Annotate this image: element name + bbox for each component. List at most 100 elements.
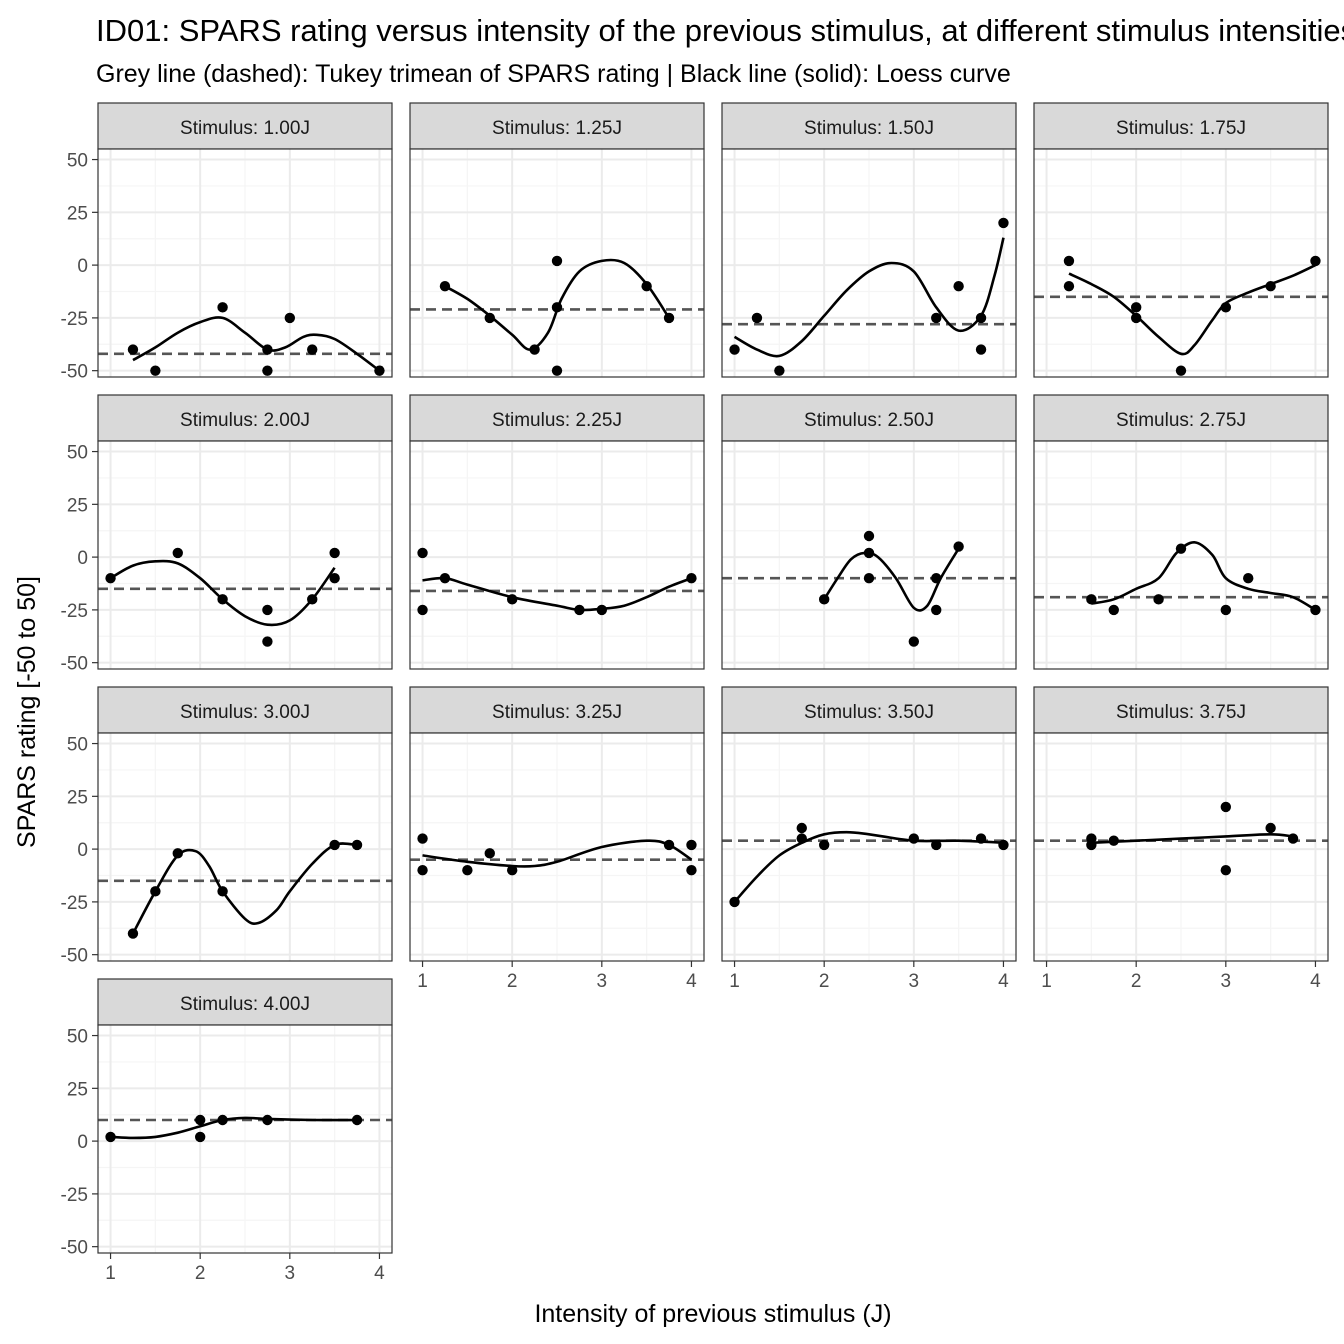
data-point: [1243, 573, 1253, 583]
data-point: [417, 548, 427, 558]
data-point: [1064, 256, 1074, 266]
y-tick-label: 50: [67, 151, 88, 172]
facet-strip-label: Stimulus: 2.25J: [492, 410, 622, 431]
y-tick-label: -25: [61, 309, 88, 330]
data-point: [953, 541, 963, 551]
data-point: [686, 573, 696, 583]
data-point: [262, 344, 272, 354]
y-tick-label: 25: [67, 495, 88, 516]
data-point: [998, 218, 1008, 228]
y-tick-label: 50: [67, 735, 88, 756]
facet-strip-label: Stimulus: 1.75J: [1116, 118, 1246, 139]
data-point: [864, 548, 874, 558]
data-point: [552, 256, 562, 266]
data-point: [998, 840, 1008, 850]
facet-panel: Stimulus: 3.75J1 2 3 4: [1034, 687, 1328, 992]
data-point: [931, 605, 941, 615]
data-point: [797, 823, 807, 833]
data-point: [262, 1115, 272, 1125]
y-tick-label: 0: [77, 256, 88, 277]
data-point: [797, 833, 807, 843]
data-point: [976, 833, 986, 843]
data-point: [1131, 302, 1141, 312]
x-tick-label: 2: [195, 1263, 206, 1284]
data-point: [217, 302, 227, 312]
x-tick-label: 1: [105, 1263, 116, 1284]
y-tick-label: -25: [61, 893, 88, 914]
data-point: [195, 1115, 205, 1125]
data-point: [128, 928, 138, 938]
data-point: [262, 636, 272, 646]
data-point: [417, 605, 427, 615]
facet-strip-label: Stimulus: 3.75J: [1116, 702, 1246, 723]
y-tick-label: -50: [61, 946, 88, 967]
x-tick-label: 2: [1131, 971, 1142, 992]
data-point: [931, 313, 941, 323]
data-point: [262, 605, 272, 615]
data-point: [574, 605, 584, 615]
data-point: [1109, 605, 1119, 615]
data-point: [128, 344, 138, 354]
x-tick-label: 1: [729, 971, 740, 992]
data-point: [507, 594, 517, 604]
data-point: [1153, 594, 1163, 604]
facet-panel: Stimulus: 4.00J-50-25025501 2 3 4: [61, 979, 392, 1284]
facet-panel: Stimulus: 3.50J 1 2 3 4: [722, 687, 1016, 992]
x-tick-label: 4: [1310, 971, 1321, 992]
data-point: [352, 1115, 362, 1125]
data-point: [552, 365, 562, 375]
data-point: [150, 886, 160, 896]
data-point: [864, 573, 874, 583]
data-point: [976, 344, 986, 354]
data-point: [953, 281, 963, 291]
y-tick-label: 25: [67, 787, 88, 808]
data-point: [1221, 302, 1231, 312]
facet-strip-label: Stimulus: 1.00J: [180, 118, 310, 139]
facet-panel: Stimulus: 1.75J: [1034, 103, 1328, 377]
y-axis-label: SPARS rating [-50 to 50]: [13, 576, 41, 848]
data-point: [462, 865, 472, 875]
data-point: [417, 833, 427, 843]
y-tick-label: -25: [61, 601, 88, 622]
data-point: [641, 281, 651, 291]
data-point: [1086, 594, 1096, 604]
data-point: [1176, 365, 1186, 375]
x-tick-label: 4: [998, 971, 1009, 992]
facet-strip-label: Stimulus: 2.75J: [1116, 410, 1246, 431]
data-point: [819, 840, 829, 850]
data-point: [507, 865, 517, 875]
facet-panel: Stimulus: 2.50J: [722, 395, 1016, 669]
facet-panel: Stimulus: 1.00J -50 -25 0 25 50: [61, 103, 392, 383]
data-point: [1265, 281, 1275, 291]
y-tick-label: 0: [77, 840, 88, 861]
data-point: [774, 365, 784, 375]
data-point: [417, 865, 427, 875]
data-point: [1265, 823, 1275, 833]
data-point: [597, 605, 607, 615]
facet-panel: Stimulus: 2.75J: [1034, 395, 1328, 669]
data-point: [485, 848, 495, 858]
facet-panel: Stimulus: 3.25J1 2 3 4: [410, 687, 704, 992]
y-tick-label: -50: [61, 1238, 88, 1259]
data-point: [529, 344, 539, 354]
x-tick-label: 2: [507, 971, 518, 992]
data-point: [105, 573, 115, 583]
data-point: [1221, 605, 1231, 615]
data-point: [931, 840, 941, 850]
data-point: [329, 840, 339, 850]
facet-strip-label: Stimulus: 3.00J: [180, 702, 310, 723]
x-tick-label: 3: [1221, 971, 1232, 992]
data-point: [664, 840, 674, 850]
data-point: [686, 840, 696, 850]
data-point: [307, 344, 317, 354]
data-point: [976, 313, 986, 323]
data-point: [1176, 543, 1186, 553]
facet-panel: Stimulus: 2.25J: [410, 395, 704, 669]
data-point: [729, 344, 739, 354]
data-point: [909, 833, 919, 843]
x-tick-label: 3: [597, 971, 608, 992]
data-point: [864, 531, 874, 541]
y-tick-label: 50: [67, 1027, 88, 1048]
data-point: [819, 594, 829, 604]
x-tick-label: 3: [285, 1263, 296, 1284]
